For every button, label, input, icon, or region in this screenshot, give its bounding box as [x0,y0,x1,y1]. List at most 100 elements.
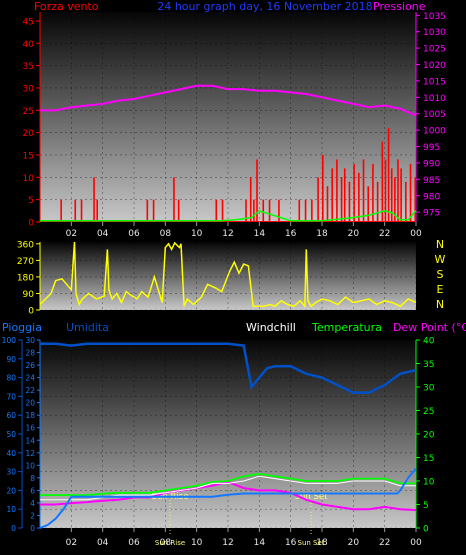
wind-bar [249,177,252,222]
x-tick-label: 00 [410,538,422,548]
tick-label: 0 [11,524,16,533]
pioggia-line [39,467,417,529]
wind-bar [331,168,333,222]
wind-bar [348,181,351,222]
tick-label: 0 [30,524,35,533]
x-tick-label: 20 [348,229,360,239]
tick-label: 6 [30,486,35,495]
tick-label: 35 [23,62,34,72]
tick-label: 15 [23,151,34,161]
wind-bar [340,177,343,222]
compass-label: E [437,283,444,296]
x-tick-label: 10 [191,538,203,548]
x-tick-label: 20 [348,538,360,548]
tick-label: 26 [25,361,35,370]
tick-label: 100 [2,336,17,345]
wind-bar [60,199,62,222]
sun-marker-axis-label: Sun Set [298,539,325,547]
tick-label: 5 [423,501,429,511]
wind-bar [336,159,338,222]
x-tick-label: 02 [66,538,77,548]
x-tick-label: 14 [254,229,266,239]
tick-label: 60 [6,411,16,420]
tick-label: 22 [25,386,35,395]
umidita-line [40,342,417,394]
compass-label: S [437,268,444,281]
x-tick-label: 16 [285,229,297,239]
tick-label: 24 [25,374,35,383]
tick-label: 90 [6,355,16,364]
wind-bar [405,181,407,222]
tick-label: 20 [25,399,35,408]
tick-label: 8 [30,474,35,483]
wind-bar [245,199,247,222]
wind-bar [221,199,224,222]
tick-label: 40 [23,40,35,50]
x-tick-label: 10 [191,229,203,239]
tick-label: 10 [23,174,35,184]
wind-bar [376,181,379,222]
tick-label: 2 [30,511,35,520]
wind-bar [152,199,155,222]
wind-bar [400,168,402,222]
tick-label: 15 [423,454,434,464]
wind-bar [215,199,218,222]
tick-label: 1030 [423,28,446,38]
wind-bar [177,199,180,222]
wind-bar [96,199,98,222]
wind-bar [358,172,360,222]
wind-bar [317,177,319,222]
tick-label: 0 [28,307,34,317]
wind-bar [322,154,324,222]
x-tick-label: 22 [379,538,390,548]
x-tick-label: 16 [285,538,297,548]
axis-title-umidita: Umidita [66,321,109,334]
tick-label: 10 [6,505,16,514]
compass-label: W [435,253,446,266]
tick-label: 45 [23,17,34,27]
gust-line [40,209,417,222]
wind-direction-line [39,241,417,309]
tick-label: 30 [23,84,35,94]
axis-title-temperatura: Temperatura [311,321,382,334]
tick-label: 25 [423,407,434,417]
middle-grid [40,242,417,311]
tick-label: 30 [423,384,435,394]
x-tick-label: 08 [160,229,172,239]
wind-bar [173,177,175,222]
bottom-umidita-ticks: 0 10 20 30 40 50 60 70 80 90 100 [2,336,23,533]
wind-bar [353,163,355,222]
wind-bar [262,199,265,222]
tick-label: 20 [23,129,35,139]
tick-label: 70 [6,392,16,401]
tick-label: 10 [25,461,35,470]
wind-bar [367,186,370,222]
x-tick-label: 14 [254,538,266,548]
wind-bar [146,199,149,222]
tick-label: 4 [30,499,35,508]
top-right-ticks: 975 980 985 990 995 1000 1005 1010 1015 1020 1025 1… [415,12,446,222]
tick-label: 1000 [423,127,446,137]
wind-bar [268,199,271,222]
compass-label: N [436,238,444,251]
tick-label: 5 [28,196,34,206]
tick-label: 28 [25,349,35,358]
tick-label: 35 [423,360,434,370]
x-tick-label: 18 [316,538,328,548]
x-tick-label: 04 [97,229,109,239]
tick-label: 90 [23,290,35,300]
tick-label: 18 [25,411,35,420]
tick-label: 1035 [423,12,446,22]
axis-title-pioggia: Pioggia [2,321,42,334]
wind-bar [278,199,280,222]
wind-bar [343,168,346,222]
tick-label: 25 [23,107,34,117]
left-axis-title-top: Forza vento [34,0,99,13]
tick-label: 20 [423,431,435,441]
tick-label: 12 [25,449,35,458]
wind-bar [390,168,393,222]
tick-label: 30 [25,336,35,345]
wind-bar [304,199,307,222]
tick-label: 980 [423,192,440,202]
